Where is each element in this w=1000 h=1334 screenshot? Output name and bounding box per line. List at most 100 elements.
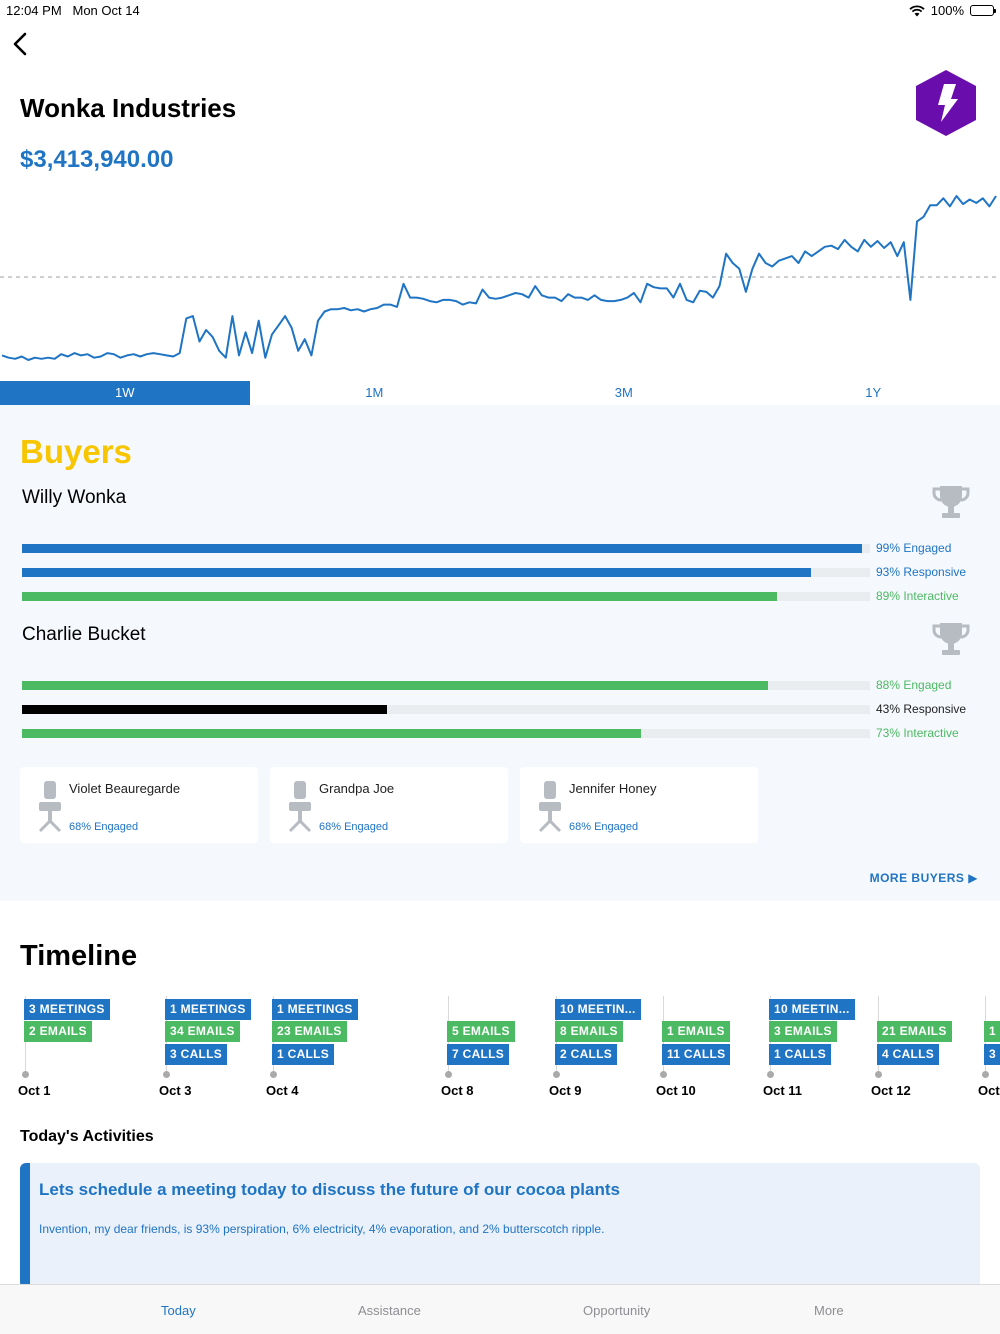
timeline-dot [270, 1071, 277, 1078]
range-tab-1y[interactable]: 1Y [865, 385, 882, 400]
timeline-item[interactable]: 10 MEETIN... 8 EMAILS 2 CALLS Oct 9 [549, 994, 649, 1104]
wifi-icon [909, 4, 925, 16]
buyer-card[interactable]: Violet Beauregarde 68% Engaged [20, 767, 258, 843]
revenue-line-chart [0, 195, 1000, 361]
range-tab-1m[interactable]: 1M [365, 385, 384, 400]
activity-body: Invention, my dear friends, is 93% persp… [39, 1222, 605, 1236]
buyer-card-name: Violet Beauregarde [69, 781, 181, 796]
calls-pill: 3 CALLS [165, 1044, 228, 1065]
activity-card[interactable]: Lets schedule a meeting today to discuss… [20, 1163, 980, 1288]
bar-track [22, 681, 870, 690]
timeline-date: Oct 12 [871, 1083, 911, 1098]
metric-interactive: 89% Interactive [22, 589, 972, 603]
metric-interactive: 73% Interactive [22, 726, 972, 740]
bar-track [22, 544, 870, 553]
trophy-icon [932, 623, 970, 655]
meetings-pill: 1 MEETINGS [272, 999, 358, 1020]
emails-pill: 2 EMAILS [24, 1021, 92, 1042]
emails-pill: 8 EMAILS [555, 1021, 623, 1042]
lightning-hexagon-icon[interactable] [914, 68, 978, 138]
activity-title: Lets schedule a meeting today to discuss… [39, 1180, 620, 1199]
bar-fill [22, 705, 387, 714]
battery-icon [970, 5, 996, 16]
company-title: Wonka Industries [20, 93, 237, 123]
timeline-date: Oct 11 [763, 1083, 803, 1098]
meetings-pill: 1 MEETINGS [165, 999, 251, 1020]
calls-pill: 3 [984, 1044, 1000, 1065]
timeline-dot [660, 1071, 667, 1078]
timeline-dot [445, 1071, 452, 1078]
buyer-name[interactable]: Willy Wonka [22, 487, 127, 508]
activity-accent [20, 1163, 30, 1288]
timeline-dot [982, 1071, 989, 1078]
emails-pill: 1 EMAILS [662, 1021, 730, 1042]
timeline-title: Timeline [20, 940, 138, 972]
calls-pill: 2 CALLS [555, 1044, 618, 1065]
range-tab-3m[interactable]: 3M [614, 385, 633, 400]
timeline-dot [163, 1071, 170, 1078]
timeline-item[interactable]: 10 MEETIN... 3 EMAILS 1 CALLS Oct 11 [763, 994, 863, 1104]
tab-assistance[interactable]: Assistance [358, 1303, 421, 1318]
buyer-card-engaged: 68% Engaged [69, 821, 139, 833]
emails-pill: 5 EMAILS [447, 1021, 515, 1042]
timeline-date: Oct [978, 1083, 1000, 1098]
company-amount: $3,413,940.00 [20, 146, 174, 173]
buyers-section: Buyers Willy Wonka 99% Engaged 93% Respo… [0, 405, 1000, 901]
timeline-item[interactable]: 1 3 Oct [978, 994, 1000, 1104]
buyer-card-engaged: 68% Engaged [319, 821, 389, 833]
range-tabs: 1W 1M 3M 1Y [0, 381, 1000, 405]
meetings-pill: 10 MEETIN... [769, 999, 855, 1020]
buyer-card[interactable]: Grandpa Joe 68% Engaged [270, 767, 508, 843]
tab-opportunity[interactable]: Opportunity [583, 1303, 651, 1318]
meetings-pill: 3 MEETINGS [24, 999, 110, 1020]
bar-track [22, 729, 870, 738]
activities-title: Today's Activities [20, 1128, 154, 1145]
metric-label: 73% Interactive [876, 726, 959, 740]
status-bar: 12:04 PM Mon Oct 14 100% [0, 0, 1000, 20]
range-tab-1w[interactable]: 1W [0, 381, 250, 405]
buyer-card-name: Grandpa Joe [319, 781, 395, 796]
emails-pill: 3 EMAILS [769, 1021, 837, 1042]
timeline-item[interactable]: 21 EMAILS 4 CALLS Oct 12 [871, 994, 971, 1104]
timeline-item[interactable]: 1 MEETINGS 34 EMAILS 3 CALLS Oct 3 [159, 994, 259, 1104]
calls-pill: 11 CALLS [662, 1044, 731, 1065]
buyer-card[interactable]: Jennifer Honey 68% Engaged [520, 767, 758, 843]
chart-series-line [1, 195, 997, 361]
tab-more[interactable]: More [814, 1303, 844, 1318]
metric-label: 88% Engaged [876, 678, 952, 692]
bar-track [22, 592, 870, 601]
timeline-dot [767, 1071, 774, 1078]
calls-pill: 7 CALLS [447, 1044, 510, 1065]
trophy-icon [932, 486, 970, 518]
metric-engaged: 99% Engaged [22, 541, 972, 555]
bar-track [22, 705, 870, 714]
metric-label: 99% Engaged [876, 541, 952, 555]
timeline-date: Oct 10 [656, 1083, 696, 1098]
timeline-item[interactable]: 1 MEETINGS 23 EMAILS 1 CALLS Oct 4 [266, 994, 366, 1104]
more-buyers-link[interactable]: MORE BUYERS ▶ [869, 871, 978, 885]
buyers-title: Buyers [20, 433, 132, 470]
chair-icon [288, 781, 312, 833]
status-time-date: 12:04 PM Mon Oct 14 [6, 3, 140, 18]
timeline-item[interactable]: 1 EMAILS 11 CALLS Oct 10 [656, 994, 756, 1104]
metric-label: 93% Responsive [876, 565, 967, 579]
battery-percent: 100% [930, 3, 964, 18]
tab-today[interactable]: Today [161, 1303, 196, 1318]
metric-label: 43% Responsive [876, 702, 967, 716]
metric-responsive: 93% Responsive [22, 565, 972, 579]
timeline-item[interactable]: 5 EMAILS 7 CALLS Oct 8 [441, 994, 541, 1104]
timeline-date: Oct 1 [18, 1083, 51, 1098]
metric-engaged: 88% Engaged [22, 678, 972, 692]
emails-pill: 23 EMAILS [272, 1021, 347, 1042]
buyer-name[interactable]: Charlie Bucket [22, 624, 146, 645]
timeline-item[interactable]: 3 MEETINGS 2 EMAILS Oct 1 [18, 994, 118, 1104]
tab-bar: Today Assistance Opportunity More [0, 1284, 1000, 1334]
calls-pill: 4 CALLS [877, 1044, 940, 1065]
chevron-left-icon[interactable] [8, 30, 34, 58]
bar-fill [22, 568, 811, 577]
timeline-date: Oct 3 [159, 1083, 192, 1098]
timeline-date: Oct 4 [266, 1083, 299, 1098]
timeline-dot [875, 1071, 882, 1078]
emails-pill: 1 [984, 1021, 1000, 1042]
